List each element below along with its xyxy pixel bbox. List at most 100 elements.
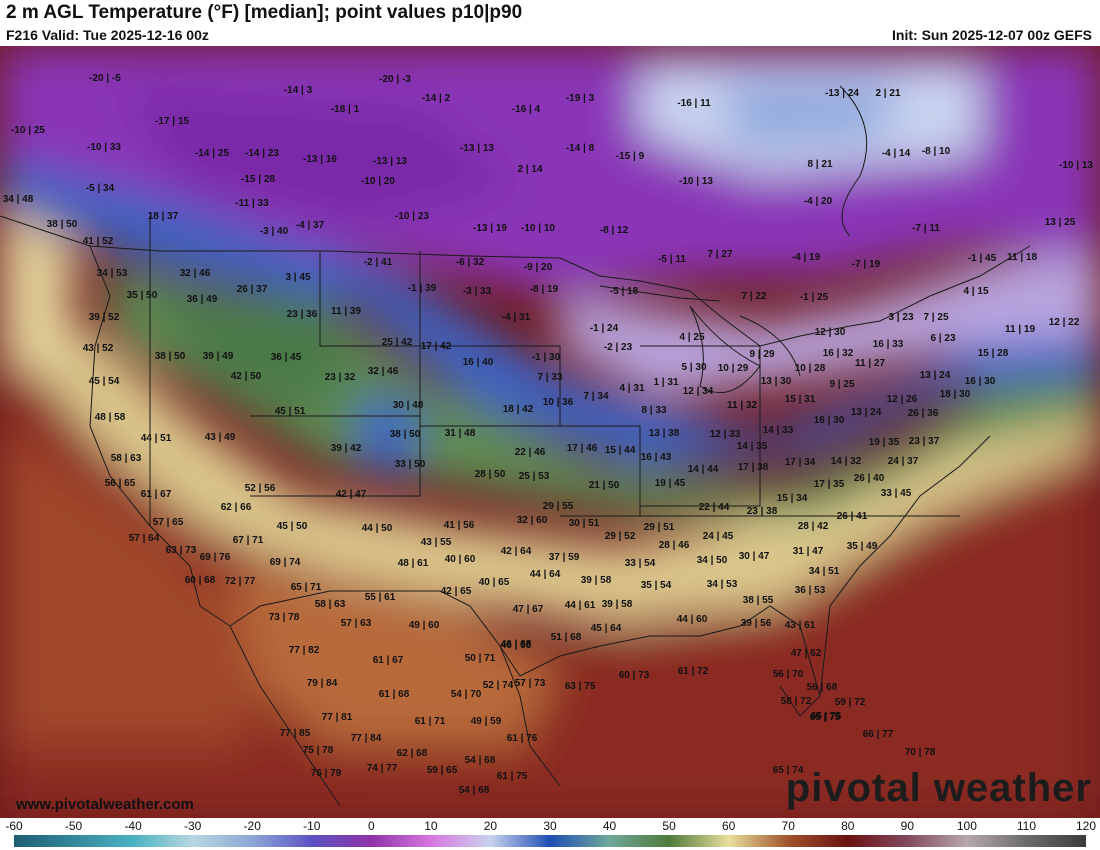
point-value: 63 | 73	[166, 545, 197, 556]
point-value: -10 | 23	[395, 211, 429, 222]
colorbar-tick: 20	[483, 819, 498, 833]
point-value: 6 | 23	[930, 333, 955, 344]
point-value: 1 | 31	[653, 377, 678, 388]
point-value: -14 | 8	[566, 143, 595, 154]
point-value: 25 | 42	[382, 337, 413, 348]
point-value: 44 | 64	[530, 569, 561, 580]
point-value: 33 | 54	[625, 558, 656, 569]
point-value: 13 | 24	[920, 370, 951, 381]
point-value: 43 | 49	[205, 432, 236, 443]
point-value: -1 | 39	[408, 283, 437, 294]
point-value: 51 | 68	[551, 632, 582, 643]
point-value: 14 | 44	[688, 464, 719, 475]
point-value: 59 | 72	[835, 697, 866, 708]
point-value: 24 | 37	[888, 456, 919, 467]
point-value: 16 | 32	[823, 348, 854, 359]
point-value: 79 | 84	[307, 678, 338, 689]
point-value: 33 | 50	[395, 459, 426, 470]
point-value: -1 | 25	[800, 292, 829, 303]
point-value: 24 | 45	[703, 531, 734, 542]
point-value: 23 | 36	[287, 309, 318, 320]
point-value: 11 | 32	[727, 400, 757, 411]
point-value: 72 | 77	[225, 576, 256, 587]
point-value: 11 | 19	[1005, 324, 1035, 335]
point-value: 42 | 64	[501, 546, 532, 557]
point-value: 41 | 52	[83, 236, 114, 247]
point-value: -14 | 23	[245, 148, 279, 159]
colorbar-tick: 10	[424, 819, 438, 833]
point-value: 30 | 51	[569, 518, 600, 529]
point-value: 35 | 49	[847, 541, 878, 552]
point-value: 56 | 65	[105, 478, 136, 489]
point-value: 49 | 59	[471, 716, 502, 727]
point-value: 16 | 30	[814, 415, 845, 426]
point-value: 45 | 64	[591, 623, 622, 634]
init-time: Init: Sun 2025-12-07 00z GEFS	[892, 27, 1092, 43]
point-value: 10 | 36	[543, 397, 574, 408]
point-value: -13 | 13	[460, 143, 494, 154]
point-value: 41 | 56	[444, 520, 475, 531]
point-value: 42 | 50	[231, 371, 262, 382]
temperature-map[interactable]: -20 | -5 -14 | 3 -20 | -3 -14 | 2 -19 | 3 -16…	[0, 46, 1100, 818]
site-credit: www.pivotalweather.com	[16, 796, 194, 813]
point-values: -20 | -5 -14 | 3 -20 | -3 -14 | 2 -19 | 3 -16…	[3, 73, 1094, 796]
point-value: -1 | 45	[968, 253, 997, 264]
point-value: 4 | 15	[963, 286, 988, 297]
point-value: -1 | 24	[590, 323, 619, 334]
point-value: 43 | 55	[421, 537, 452, 548]
point-value: 10 | 28	[795, 363, 826, 374]
point-value: 45 | 51	[275, 406, 306, 417]
point-value: 18 | 37	[148, 211, 179, 222]
point-value: -15 | 9	[616, 151, 645, 162]
point-value: -3 | 33	[463, 286, 492, 297]
point-value: 17 | 38	[738, 462, 769, 473]
point-value: 34 | 53	[97, 268, 128, 279]
point-value: 29 | 51	[644, 522, 675, 533]
point-value: 13 | 38	[649, 428, 680, 439]
point-value: -15 | 28	[241, 174, 275, 185]
point-value: 11 | 18	[1007, 252, 1037, 263]
point-value: 42 | 47	[336, 489, 367, 500]
point-value: 19 | 35	[869, 437, 900, 448]
point-value: 28 | 50	[475, 469, 506, 480]
point-value: 61 | 72	[678, 666, 709, 677]
point-value: 32 | 46	[368, 366, 399, 377]
point-value: 39 | 49	[203, 351, 234, 362]
point-value: -10 | 10	[521, 223, 555, 234]
point-value: 26 | 41	[837, 511, 868, 522]
point-value: 11 | 39	[331, 306, 361, 317]
point-value: 26 | 40	[854, 473, 885, 484]
point-value: 70 | 78	[905, 747, 936, 758]
point-value: 67 | 71	[233, 535, 264, 546]
point-value: 57 | 65	[153, 517, 184, 528]
point-value: 54 | 68	[459, 785, 490, 796]
point-value: 26 | 36	[908, 408, 939, 419]
point-value: 77 | 81	[322, 712, 353, 723]
point-value: 18 | 30	[940, 389, 971, 400]
point-value: 73 | 78	[269, 612, 300, 623]
point-value: 47 | 62	[791, 648, 822, 659]
point-value: 52 | 56	[245, 483, 276, 494]
point-value: -4 | 37	[296, 220, 325, 231]
point-value: 13 | 30	[761, 376, 792, 387]
point-value: 16 | 30	[965, 376, 996, 387]
point-value: -16 | 4	[512, 104, 541, 115]
point-value: 43 | 52	[83, 343, 114, 354]
point-value: -13 | 19	[473, 223, 507, 234]
point-value: 65 | 71	[291, 582, 322, 593]
point-value: -6 | 32	[456, 257, 485, 268]
point-value: 39 | 52	[89, 312, 120, 323]
point-value: 77 | 84	[351, 733, 382, 744]
point-value: 39 | 58	[602, 599, 633, 610]
map-title: 2 m AGL Temperature (°F) [median]; point…	[6, 2, 523, 23]
point-value: 38 | 50	[390, 429, 421, 440]
colorbar-tick: -30	[183, 819, 202, 833]
point-value: 7 | 27	[707, 249, 732, 260]
point-value: 32 | 60	[517, 515, 548, 526]
point-value: 56 | 70	[773, 669, 804, 680]
colorbar-ticks: -60 -50 -40 -30 -20 -10 0 10 20 30 40 50 60 70 80 90 100…	[0, 818, 1100, 834]
point-value: -4 | 20	[804, 196, 833, 207]
point-value: 40 | 60	[445, 554, 476, 565]
point-value: 57 | 64	[129, 533, 160, 544]
point-value: 14 | 35	[737, 441, 768, 452]
